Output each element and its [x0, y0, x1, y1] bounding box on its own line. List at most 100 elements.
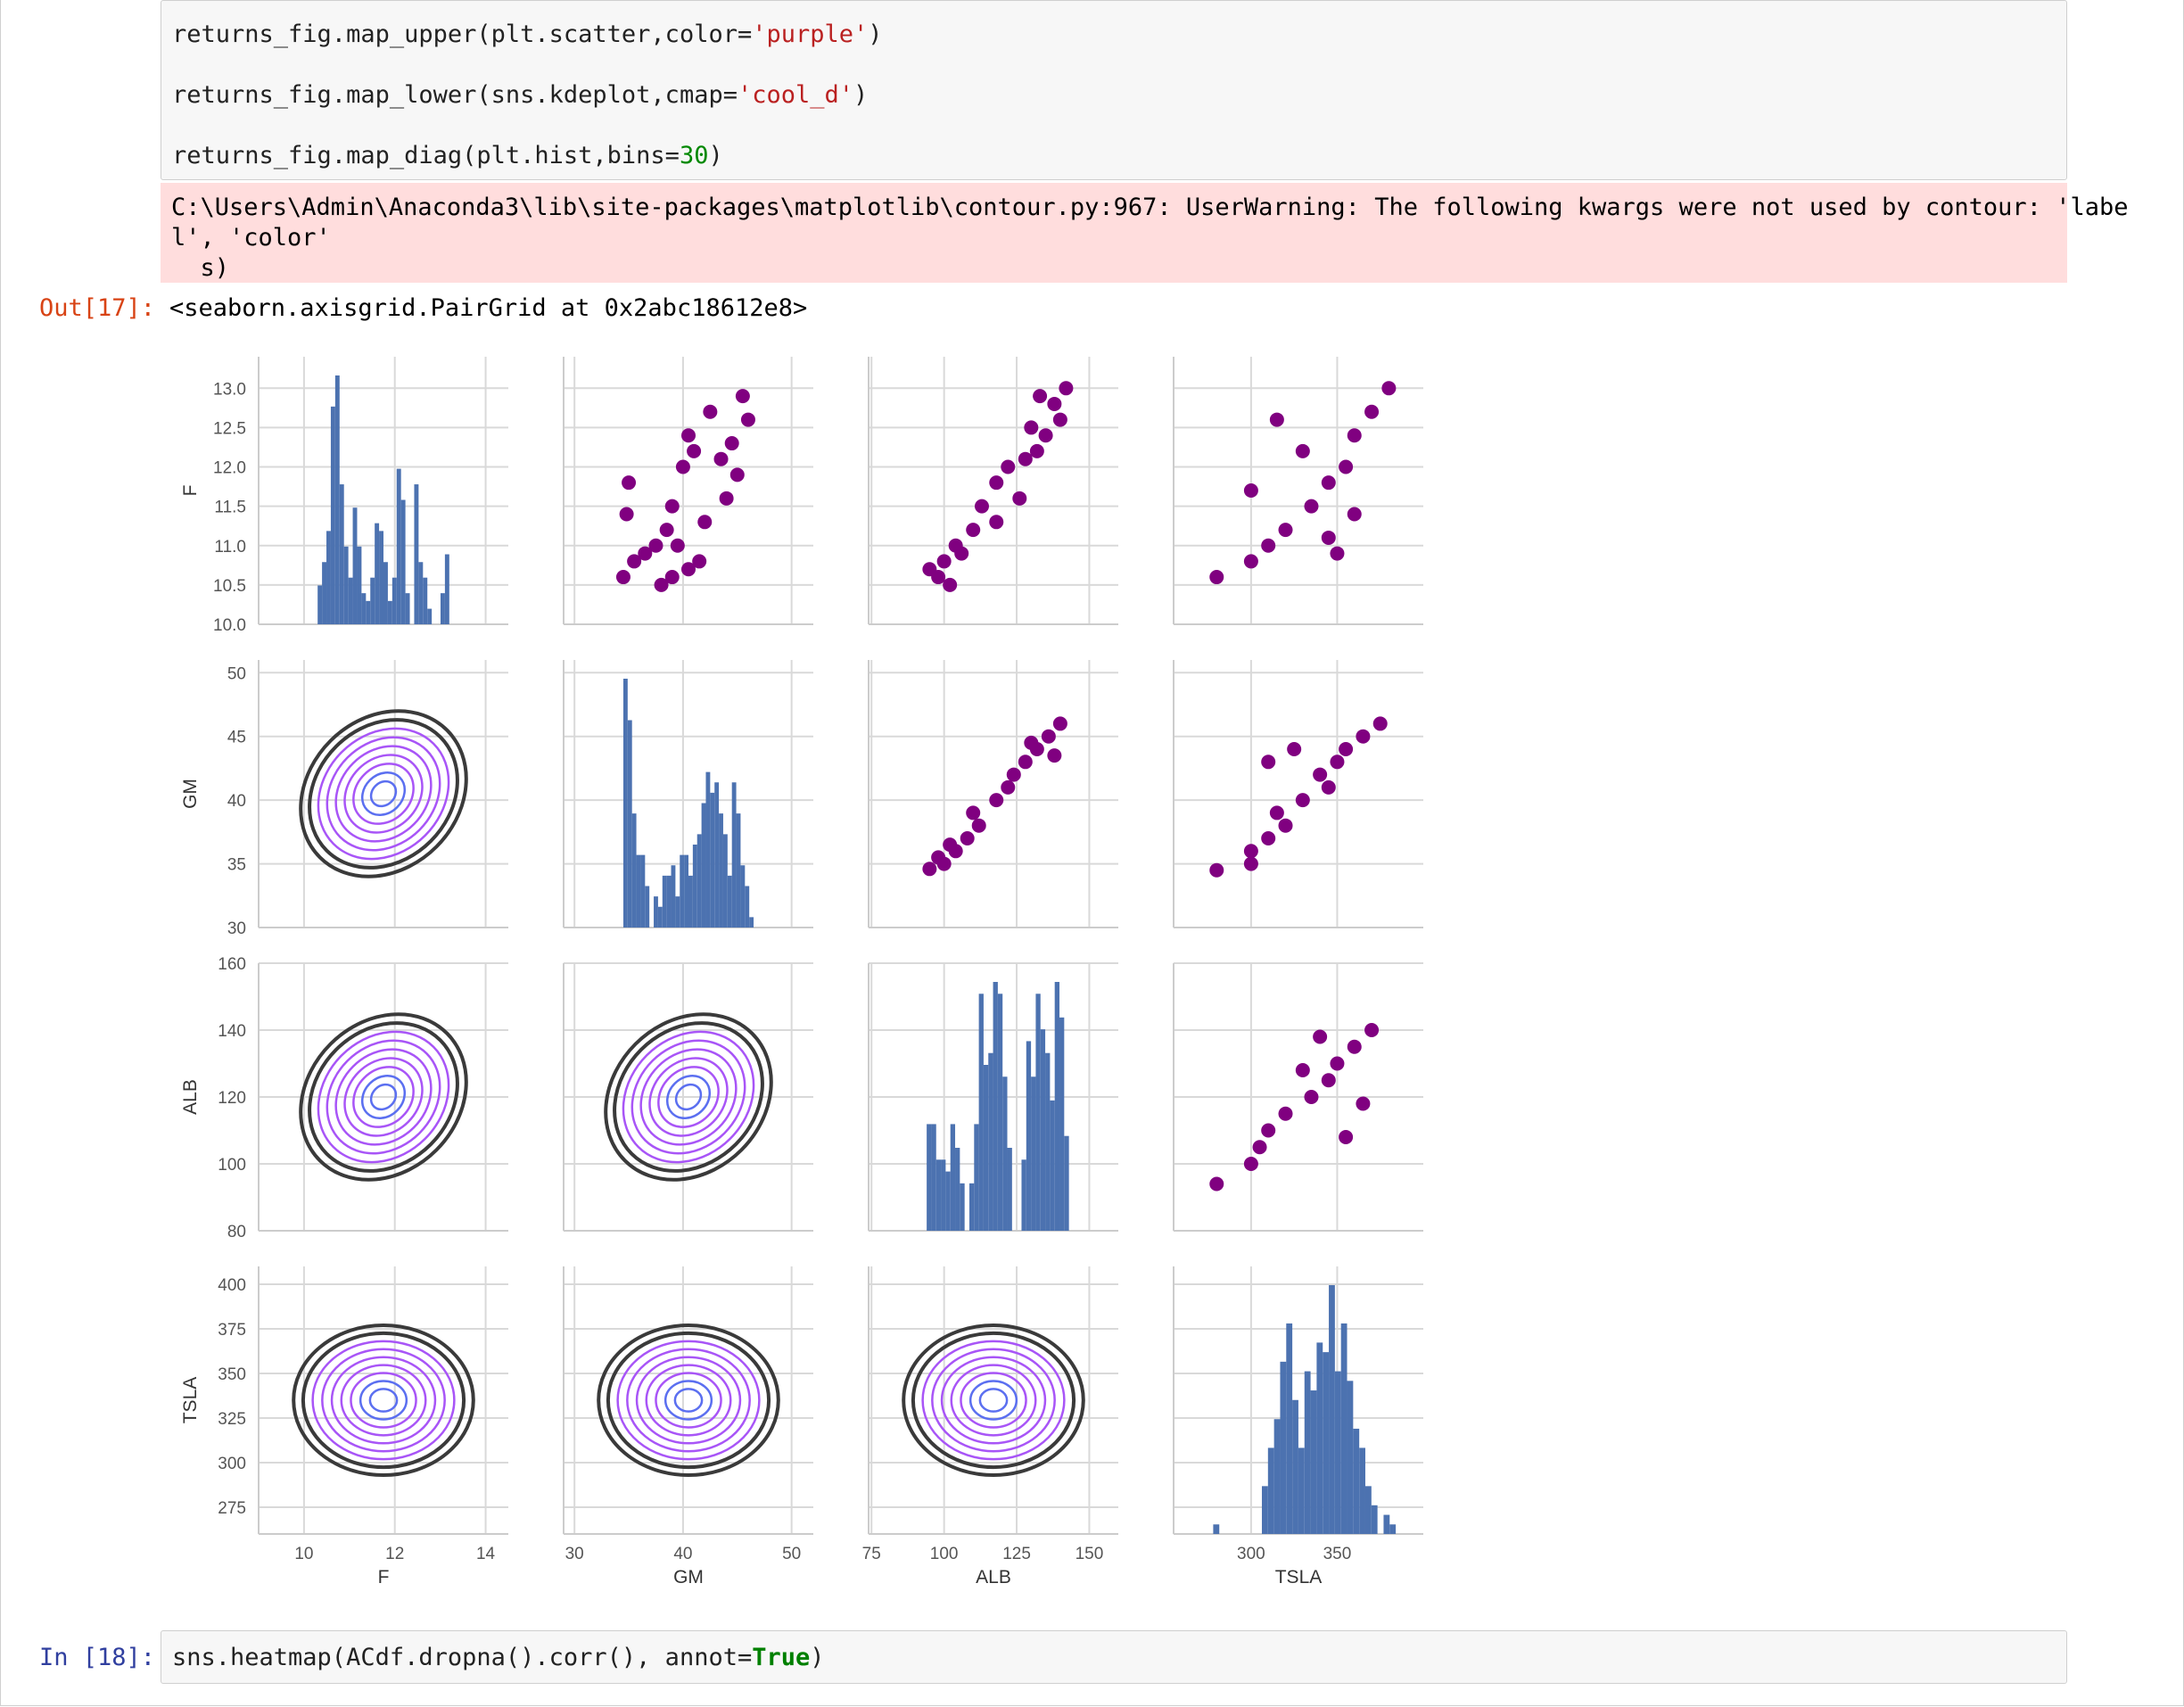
hist-bar-ALB-11 [978, 994, 984, 1231]
hist-bar-F-19 [400, 499, 406, 624]
kde-contour-2-0-7 [360, 1074, 407, 1120]
code-line-heatmap: sns.heatmap(ACdf.dropna().corr(), annot=… [172, 1644, 825, 1671]
kde-contour-2-0-4 [334, 1048, 433, 1146]
hist-bar-GM-26 [736, 813, 741, 928]
hist-bar-ALB-14 [993, 982, 998, 1231]
ytick-GM-3: 45 [227, 729, 246, 747]
kde-contour-3-0-1 [301, 1331, 466, 1470]
kde-contour-2-0-5 [343, 1057, 424, 1137]
hist-bar-TSLA-13 [1292, 1399, 1298, 1534]
scatter-point-F_GM-9 [719, 491, 734, 506]
hist-bar-GM-3 [636, 854, 641, 928]
hist-bar-GM-17 [696, 834, 702, 928]
kde-contour-3-0-6 [350, 1372, 417, 1429]
scatter-point-F_TSLA-7 [1347, 428, 1362, 443]
scatter-point-F_ALB-18 [1018, 451, 1033, 466]
scatter-point-F_ALB-13 [1024, 420, 1039, 435]
code-cell-18[interactable]: sns.heatmap(ACdf.dropna().corr(), annot=… [161, 1630, 2067, 1684]
kde-contour-1-0-2 [317, 727, 450, 861]
scatter-point-F_GM-8 [697, 515, 713, 530]
hist-bar-F-20 [405, 593, 410, 624]
hist-bar-TSLA-11 [1280, 1361, 1287, 1534]
kde-contour-3-2-8 [978, 1388, 1009, 1413]
hist-bar-TSLA-28 [1383, 1514, 1390, 1534]
code-cell-17[interactable]: returns_fig.map_upper(plt.scatter,color=… [161, 0, 2067, 180]
hist-bar-GM-23 [722, 834, 728, 928]
hist-bar-GM-28 [745, 886, 750, 928]
scatter-point-GM_TSLA-11 [1269, 805, 1284, 821]
scatter-point-GM_TSLA-14 [1261, 755, 1276, 770]
kde-contour-2-0-2 [317, 1030, 450, 1164]
hist-bar-ALB-1 [931, 1124, 936, 1231]
ylabel-TSLA: TSLA [180, 1377, 201, 1424]
scatter-point-F_TSLA-9 [1381, 381, 1397, 396]
scatter-point-F_TSLA-4 [1304, 499, 1319, 514]
ylabel-F: F [180, 485, 201, 497]
hist-bar-TSLA-22 [1347, 1381, 1354, 1534]
hist-bar-F-24 [423, 577, 428, 624]
hist-bar-GM-14 [684, 854, 688, 928]
hist-bar-GM-4 [640, 854, 646, 928]
xtick-GM-0: 30 [565, 1545, 584, 1563]
kde-contour-3-2-5 [950, 1364, 1037, 1437]
xtick-F-2: 14 [476, 1545, 496, 1563]
scatter-point-GM_ALB-15 [1024, 735, 1039, 750]
hist-bar-GM-21 [714, 782, 720, 928]
scatter-point-GM_ALB-3 [960, 831, 975, 845]
scatter-point-GM_TSLA-0 [1209, 862, 1224, 878]
scatter-point-F_GM-14 [735, 389, 750, 404]
ytick-GM-4: 50 [227, 664, 246, 683]
hist-bar-GM-15 [688, 875, 693, 928]
scatter-point-F_GM-13 [740, 412, 755, 427]
xtick-TSLA-0: 300 [1237, 1545, 1265, 1563]
kde-contour-2-0-0 [299, 1012, 468, 1182]
scatter-point-F_GM-17 [664, 499, 680, 514]
ytick-F-1: 10.5 [213, 577, 246, 596]
scatter-point-ALB_TSLA-10 [1356, 1096, 1371, 1111]
scatter-point-ALB_TSLA-7 [1330, 1056, 1345, 1071]
scatter-point-GM_TSLA-12 [1243, 856, 1258, 871]
scatter-point-ALB_TSLA-9 [1364, 1023, 1380, 1037]
ytick-ALB-4: 160 [218, 955, 246, 974]
hist-bar-TSLA-29 [1389, 1524, 1397, 1534]
kde-contour-3-1-8 [673, 1388, 704, 1413]
hist-bar-TSLA-14 [1298, 1447, 1305, 1534]
xlabel-TSLA: TSLA [1275, 1567, 1323, 1587]
scatter-point-GM_ALB-6 [1006, 767, 1021, 782]
kde-contour-3-1-7 [663, 1380, 713, 1421]
kde-contour-3-0-0 [292, 1324, 475, 1477]
hist-bar-TSLA-24 [1359, 1447, 1365, 1534]
scatter-point-GM_TSLA-10 [1321, 779, 1336, 795]
kde-contour-3-0-2 [311, 1340, 456, 1461]
kde-contour-3-1-4 [635, 1356, 742, 1445]
scatter-point-F_TSLA-14 [1321, 530, 1336, 545]
hist-bar-ALB-22 [1031, 1076, 1036, 1231]
scatter-point-F_TSLA-0 [1209, 570, 1224, 585]
ytick-GM-2: 40 [227, 792, 246, 811]
kde-contour-3-1-5 [645, 1364, 732, 1437]
scatter-point-F_ALB-3 [966, 523, 981, 538]
hist-bar-TSLA-26 [1371, 1505, 1378, 1534]
hist-bar-GM-18 [701, 803, 706, 928]
hist-bar-F-5 [339, 484, 344, 624]
hist-bar-GM-25 [731, 782, 737, 928]
scatter-point-ALB_TSLA-5 [1304, 1090, 1319, 1104]
hist-bar-GM-24 [727, 875, 732, 928]
scatter-point-ALB_TSLA-6 [1321, 1073, 1336, 1088]
kde-contour-3-0-4 [330, 1356, 437, 1445]
kde-contour-2-1-1 [613, 1021, 764, 1173]
scatter-point-F_ALB-4 [954, 546, 969, 561]
scatter-point-F_TSLA-12 [1295, 443, 1310, 458]
scatter-point-F_TSLA-8 [1364, 404, 1380, 419]
scatter-point-ALB_TSLA-12 [1339, 1130, 1354, 1144]
scatter-point-GM_ALB-13 [943, 837, 958, 853]
scatter-point-ALB_TSLA-4 [1278, 1106, 1293, 1121]
scatter-point-ALB_TSLA-11 [1295, 1063, 1310, 1077]
hist-bar-TSLA-18 [1323, 1352, 1330, 1534]
kde-contour-1-0-7 [360, 771, 407, 817]
scatter-point-GM_ALB-7 [1018, 755, 1033, 770]
xlabel-F: F [378, 1567, 390, 1587]
ytick-F-2: 11.0 [214, 538, 246, 557]
hist-bar-ALB-20 [1021, 1159, 1026, 1231]
hist-bar-GM-12 [675, 896, 680, 928]
